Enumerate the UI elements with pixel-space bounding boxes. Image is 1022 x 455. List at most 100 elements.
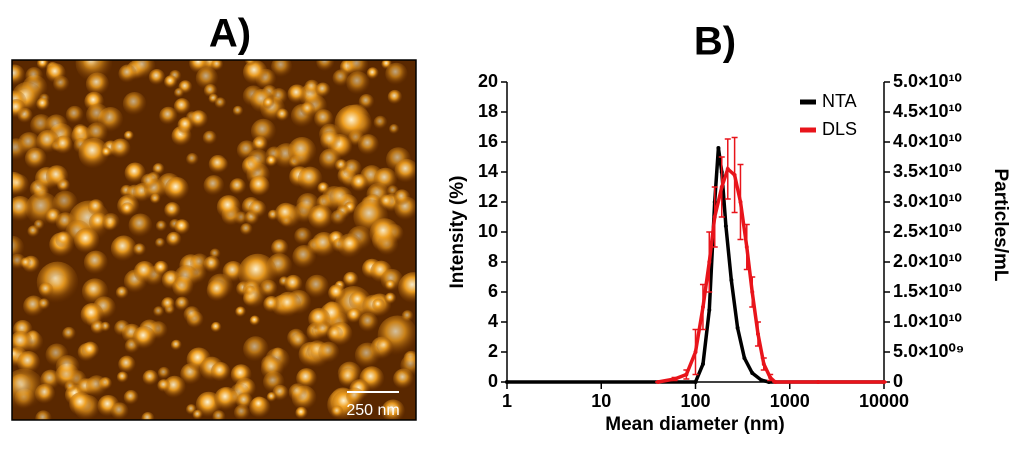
y2-tick-label: 3.5×10¹⁰	[893, 161, 962, 181]
afm-grain	[155, 237, 166, 248]
data-point	[882, 380, 886, 384]
afm-grain	[331, 405, 344, 418]
data-point	[684, 372, 689, 377]
afm-grain	[296, 368, 317, 389]
afm-grain	[297, 166, 323, 192]
data-point	[712, 215, 717, 219]
afm-grain	[287, 137, 317, 166]
afm-grain	[161, 297, 175, 311]
afm-grain	[35, 410, 52, 420]
afm-grain	[157, 366, 171, 380]
afm-grain	[177, 117, 194, 134]
afm-grain	[271, 239, 289, 257]
data-point	[700, 305, 705, 309]
afm-grain	[195, 67, 219, 90]
afm-grain	[266, 392, 277, 403]
afm-grain	[132, 325, 156, 350]
afm-grain	[65, 105, 84, 124]
afm-grain	[394, 158, 416, 183]
afm-grain	[249, 315, 261, 326]
y2-tick-label: 1.0×10¹⁰	[893, 311, 962, 331]
afm-grain	[230, 364, 252, 385]
y2-tick-label: 1.5×10¹⁰	[893, 281, 962, 301]
afm-grain	[38, 298, 50, 310]
afm-grain	[118, 64, 137, 83]
data-point	[672, 377, 677, 381]
afm-grain	[81, 341, 100, 359]
y-tick-label: 10	[478, 221, 498, 241]
afm-grain	[122, 92, 147, 116]
y-tick-label: 18	[478, 101, 498, 121]
afm-grain	[274, 202, 298, 225]
afm-grain	[175, 296, 190, 311]
y-tick-label: 8	[488, 251, 498, 271]
afm-grain	[83, 250, 108, 275]
afm-grain	[85, 375, 108, 397]
afm-grain	[203, 84, 218, 98]
afm-grain	[118, 355, 136, 374]
afm-grain	[317, 182, 330, 195]
afm-grain	[133, 243, 146, 256]
afm-grain	[141, 412, 155, 420]
data-point	[742, 356, 747, 360]
afm-grain	[216, 195, 241, 219]
afm-grain	[86, 122, 108, 144]
data-point	[750, 371, 755, 375]
afm-grain	[379, 194, 395, 210]
afm-grain	[174, 219, 190, 235]
afm-grain	[38, 282, 54, 298]
afm-grain	[329, 186, 353, 210]
afm-grain	[214, 386, 239, 411]
afm-grain	[75, 60, 113, 82]
afm-grain	[52, 190, 78, 216]
data-point	[707, 308, 712, 312]
afm-grain	[164, 177, 189, 202]
panel-label: B)	[694, 20, 736, 64]
afm-grain	[45, 63, 66, 84]
afm-grain	[142, 369, 159, 386]
data-point	[693, 350, 698, 354]
afm-grain	[305, 274, 329, 299]
data-point	[735, 326, 740, 330]
afm-grain	[287, 84, 307, 104]
afm-grain	[326, 326, 344, 343]
afm-grain	[275, 291, 302, 318]
afm-image	[12, 60, 416, 420]
y2-tick-label: 5.0×10⁰⁹	[893, 341, 964, 361]
afm-grain	[80, 303, 104, 327]
afm-grain	[289, 332, 308, 351]
afm-grain	[330, 209, 347, 226]
x-tick-label: 100	[680, 391, 710, 411]
data-point	[655, 380, 660, 384]
afm-grain	[328, 284, 346, 302]
afm-grain	[294, 227, 312, 246]
afm-frame	[11, 59, 417, 421]
afm-grain	[116, 371, 129, 383]
afm-grain	[296, 192, 320, 216]
afm-grain	[12, 196, 33, 222]
afm-grain	[318, 341, 340, 363]
afm-grain	[114, 320, 131, 337]
data-point	[700, 362, 705, 366]
data-point	[716, 146, 721, 150]
y2-tick-label: 2.0×10¹⁰	[893, 251, 962, 271]
afm-grain	[250, 118, 276, 144]
x-tick-label: 1000	[770, 391, 810, 411]
afm-grain	[338, 367, 359, 388]
y2-tick-label: 4.0×10¹⁰	[893, 131, 962, 151]
afm-grain	[385, 279, 396, 291]
afm-grain	[343, 271, 359, 287]
afm-grain	[101, 146, 112, 158]
afm-grain	[72, 124, 89, 140]
y2-tick-label: 4.5×10¹⁰	[893, 101, 962, 121]
y-tick-label: 6	[488, 281, 498, 301]
data-point	[693, 380, 698, 384]
afm-grain	[276, 108, 289, 122]
data-point	[732, 173, 737, 177]
afm-grain	[159, 106, 178, 125]
data-point	[816, 380, 821, 384]
afm-grain	[33, 219, 45, 231]
afm-grain	[166, 231, 182, 247]
afm-grain	[45, 208, 62, 225]
